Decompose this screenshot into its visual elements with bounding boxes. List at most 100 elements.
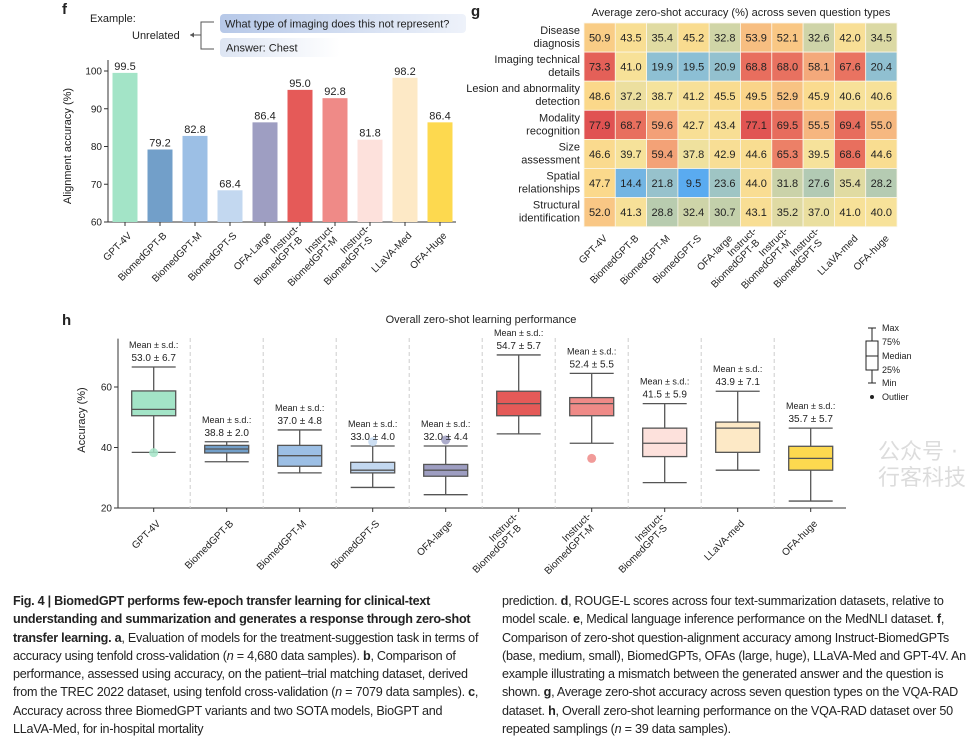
h-x-tick-label: OFA-huge — [780, 518, 820, 558]
panel-label-f: f — [62, 1, 68, 18]
example-verdict: Unrelated — [132, 30, 180, 42]
g-title: Average zero-shot accuracy (%) across se… — [592, 7, 891, 19]
g-heatmap-cell — [740, 51, 773, 82]
g-cell-value: 68.6 — [839, 149, 860, 161]
g-heatmap-cell — [646, 138, 679, 169]
g-heatmap-cell — [771, 51, 804, 82]
g-cell-value: 30.7 — [714, 207, 735, 219]
g-cell-value: 44.6 — [745, 149, 766, 161]
f-bar-value-label: 95.0 — [289, 78, 310, 90]
g-cell-value: 28.8 — [652, 207, 673, 219]
g-cell-value: 45.5 — [714, 91, 735, 103]
g-heatmap-cell — [583, 168, 616, 199]
caption-left-column: Fig. 4 | BiomedGPT performs few-epoch tr… — [13, 592, 481, 738]
h-x-tick-label: OFA-large — [415, 518, 455, 558]
caption-segment: = 39 data samples). — [621, 722, 731, 737]
h-box — [569, 396, 615, 417]
g-row-label-line: Disease — [540, 25, 580, 37]
h-mean-label: Mean ± s.d.: — [275, 403, 324, 413]
g-heatmap-cell — [583, 197, 616, 228]
caption-segment: n — [226, 648, 234, 663]
h-mean-label: Mean ± s.d.: — [421, 419, 470, 429]
h-x-tick-label-line: OFA-huge — [780, 518, 820, 558]
g-row-label-line: identification — [519, 213, 580, 225]
g-row-label-line: diagnosis — [534, 38, 581, 50]
f-y-tick-label: 80 — [91, 142, 103, 153]
h-title: Overall zero-shot learning performance — [386, 314, 577, 326]
g-cell-value: 37.0 — [808, 207, 829, 219]
g-heatmap-cell — [771, 22, 804, 53]
caption-segment: = 7079 data samples). — [341, 685, 469, 700]
panel-label-h: h — [62, 312, 71, 329]
g-heatmap-cell — [646, 22, 679, 53]
g-cell-value: 59.6 — [652, 120, 673, 132]
g-heatmap-cell — [740, 109, 773, 140]
caption-segment: prediction. — [502, 594, 561, 608]
g-row-label-line: Structural — [533, 200, 580, 212]
g-heatmap-cell — [740, 80, 773, 111]
g-heatmap-cell — [583, 138, 616, 169]
g-cell-value: 43.4 — [714, 120, 735, 132]
g-cell-value: 42.7 — [683, 120, 704, 132]
caption-segment: c — [468, 685, 475, 700]
g-cell-value: 58.1 — [808, 62, 829, 74]
legend-label: Max — [882, 323, 900, 333]
f-bar — [112, 72, 138, 222]
g-heatmap-cell — [834, 22, 867, 53]
h-x-tick-label: Instruct-BiomedGPT-M — [535, 511, 601, 577]
g-heatmap-cell — [646, 80, 679, 111]
h-x-tick-label-line: BiomedGPT-M — [255, 519, 309, 573]
g-cell-value: 19.9 — [652, 62, 673, 74]
g-cell-value: 68.7 — [620, 120, 641, 132]
g-heatmap-cell — [771, 197, 804, 228]
caption-segment: , Medical language inference performance… — [579, 612, 937, 627]
g-heatmap-cell — [708, 138, 741, 169]
arrow-icon — [190, 32, 194, 38]
caption-segment: , Accuracy across three BiomedGPT varian… — [13, 685, 479, 737]
g-cell-value: 9.5 — [686, 178, 701, 190]
g-row-label: Lesion and abnormality detection — [466, 83, 580, 108]
h-outlier-point — [149, 448, 159, 458]
g-cell-value: 55.0 — [871, 120, 892, 132]
g-row-label: Imaging technical details — [494, 54, 580, 79]
g-heatmap-cell — [865, 51, 898, 82]
h-x-tick-label-line: BiomedGPT-S — [329, 518, 382, 571]
example-question: What type of imaging does this not repre… — [225, 19, 449, 31]
caption-segment: , Overall zero-shot learning performance… — [502, 703, 953, 737]
g-cell-value: 40.0 — [871, 207, 892, 219]
h-outlier-point — [587, 453, 597, 463]
h-outlier-point — [441, 435, 451, 445]
h-x-tick-label: BiomedGPT-S — [329, 518, 382, 571]
f-x-tick-label: GPT-4V — [101, 230, 134, 263]
g-heatmap-cell — [740, 168, 773, 199]
f-x-tick-label-line: GPT-4V — [101, 230, 134, 263]
caption-segment: e — [572, 612, 580, 627]
g-heatmap-cell — [865, 109, 898, 140]
h-y-tick-label: 60 — [101, 383, 113, 394]
answer-bubble — [220, 38, 340, 57]
watermark: 公众号 · 行客科技 — [878, 440, 967, 491]
caption-segment: g — [543, 685, 552, 700]
g-heatmap-cell — [677, 197, 710, 228]
h-x-tick-label-line: LLaVA-med — [702, 519, 747, 564]
caption-segment: h — [548, 703, 556, 718]
h-x-tick-label: GPT-4V — [130, 518, 163, 551]
g-row-label-line: details — [548, 67, 580, 79]
h-x-tick-label: BiomedGPT-M — [255, 519, 309, 573]
g-cell-value: 35.4 — [652, 33, 673, 45]
h-mean-sd-value: 33.0 ± 4.0 — [350, 432, 395, 443]
caption-segment: d — [560, 594, 569, 608]
g-row-label-line: Imaging technical — [494, 54, 580, 66]
g-row-label: Spatial relationships — [518, 171, 580, 196]
g-column-label: LLaVA-med — [816, 233, 861, 278]
g-heatmap-cell — [708, 51, 741, 82]
h-mean-label: Mean ± s.d.: — [567, 346, 616, 356]
g-cell-value: 68.0 — [777, 62, 798, 74]
h-y-tick-label: 40 — [101, 443, 113, 454]
g-heatmap-cell — [708, 109, 741, 140]
g-column-label-line: LLaVA-med — [816, 233, 861, 278]
caption-segment: n — [335, 685, 342, 700]
g-cell-value: 27.6 — [808, 178, 829, 190]
h-x-tick-label: Instruct-BiomedGPT-B — [463, 511, 528, 576]
g-cell-value: 40.6 — [871, 91, 892, 103]
